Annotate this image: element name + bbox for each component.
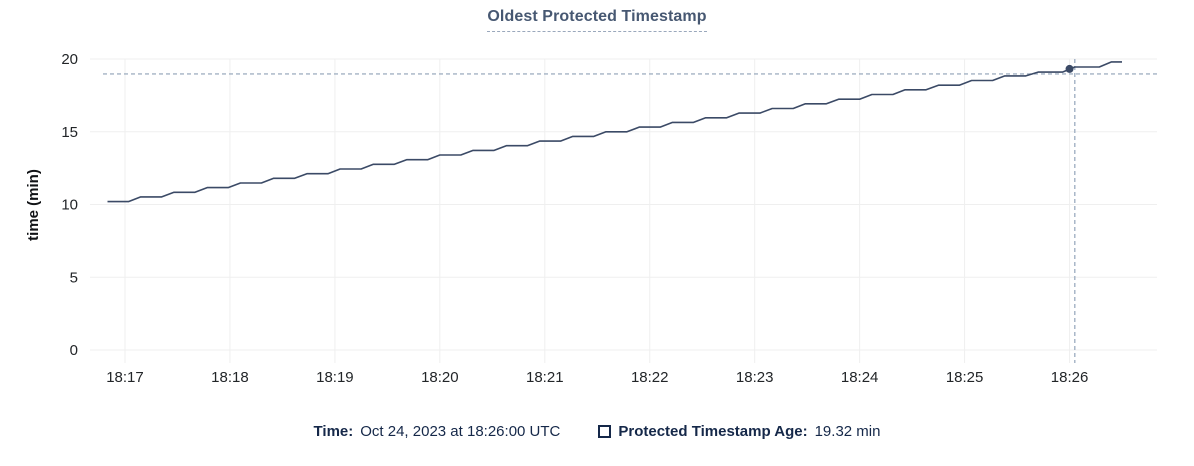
hover-time-label: Time: bbox=[313, 423, 354, 440]
x-tick-label: 18:18 bbox=[211, 369, 249, 386]
chart-title[interactable]: Oldest Protected Timestamp bbox=[487, 8, 707, 32]
y-tick-label: 5 bbox=[70, 269, 78, 286]
x-tick-label: 18:22 bbox=[631, 369, 669, 386]
x-tick-label: 18:20 bbox=[421, 369, 459, 386]
y-axis-label: time (min) bbox=[25, 169, 42, 241]
hover-time-value: Oct 24, 2023 at 18:26:00 UTC bbox=[360, 423, 561, 440]
chart-title-row: Oldest Protected Timestamp bbox=[0, 8, 1194, 32]
x-tick-label: 18:26 bbox=[1051, 369, 1089, 386]
series-line-protected-timestamp-age bbox=[107, 61, 1122, 203]
x-tick-label: 18:17 bbox=[106, 369, 144, 386]
x-tick-label: 18:19 bbox=[316, 369, 354, 386]
y-tick-label: 10 bbox=[61, 197, 78, 214]
x-tick-label: 18:24 bbox=[841, 369, 879, 386]
series-name-label: Protected Timestamp Age: bbox=[618, 423, 808, 440]
legend-item-protected-timestamp-age[interactable]: Protected Timestamp Age: 19.32 min bbox=[598, 423, 880, 440]
x-tick-label: 18:23 bbox=[736, 369, 774, 386]
y-tick-label: 15 bbox=[61, 124, 78, 141]
timeseries-chart[interactable]: 0 5 10 15 20 18:17 18:18 18:19 18:20 18:21 18:22 18… bbox=[0, 0, 1194, 400]
x-tick-label: 18:21 bbox=[526, 369, 564, 386]
y-tick-label: 0 bbox=[70, 342, 78, 359]
series-value: 19.32 min bbox=[814, 423, 881, 440]
y-tick-label: 20 bbox=[61, 51, 78, 68]
chart-hover-legend: Time: Oct 24, 2023 at 18:26:00 UTC Prote… bbox=[0, 423, 1194, 440]
series-toggle-checkbox[interactable] bbox=[598, 425, 612, 438]
x-tick-label: 18:25 bbox=[946, 369, 984, 386]
hover-point-dot bbox=[1065, 64, 1074, 73]
